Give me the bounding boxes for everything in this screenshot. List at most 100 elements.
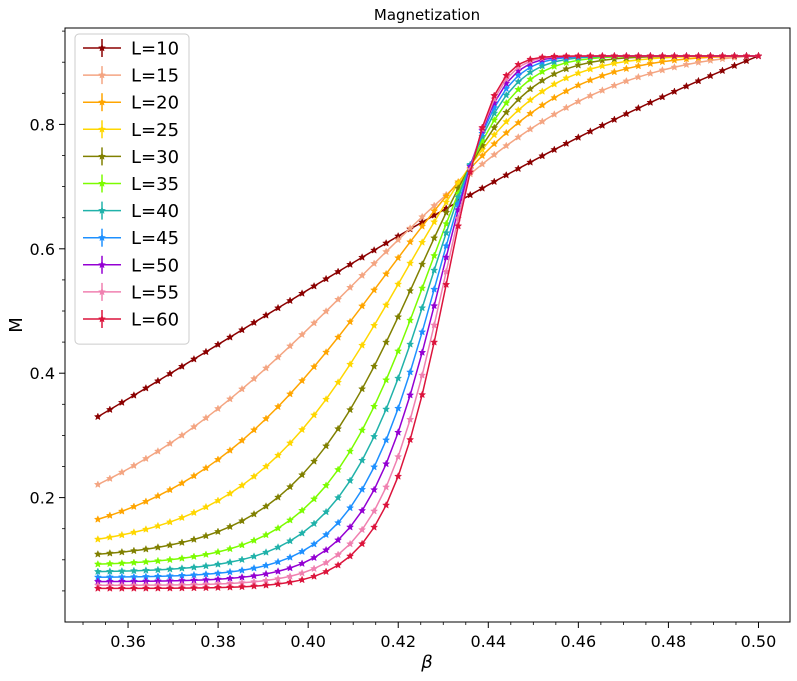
- data-point: [298, 528, 307, 537]
- legend-marker: [97, 152, 107, 160]
- legend-item: L=40: [83, 201, 179, 222]
- data-point: [153, 447, 162, 455]
- legend-item: L=10: [83, 39, 179, 60]
- data-point: [622, 64, 631, 73]
- data-point: [658, 57, 667, 66]
- data-point: [382, 300, 391, 309]
- data-point: [298, 568, 307, 577]
- data-point: [322, 395, 331, 403]
- x-tick-label: 0.46: [561, 632, 597, 651]
- data-point: [225, 394, 235, 403]
- data-point: [418, 212, 427, 221]
- data-point: [490, 150, 499, 159]
- data-point: [406, 367, 415, 376]
- data-point: [286, 341, 295, 350]
- data-point: [334, 424, 343, 433]
- data-point: [502, 108, 511, 116]
- data-point: [670, 87, 679, 96]
- data-point: [418, 303, 427, 312]
- data-point: [141, 497, 150, 505]
- data-point: [526, 109, 535, 117]
- data-point: [730, 51, 739, 60]
- data-point: [622, 76, 631, 85]
- data-point: [430, 233, 439, 242]
- data-point: [93, 535, 102, 543]
- data-point: [442, 280, 451, 288]
- data-point: [225, 489, 235, 497]
- data-point: [310, 564, 319, 573]
- data-point: [153, 491, 162, 500]
- data-point: [394, 346, 403, 355]
- data-point: [334, 550, 343, 559]
- legend-label: L=30: [131, 147, 179, 168]
- series-l-25: [93, 51, 763, 543]
- data-point: [454, 221, 463, 230]
- x-tick-label: 0.50: [741, 632, 777, 651]
- data-point: [201, 550, 211, 558]
- data-point: [286, 296, 295, 305]
- data-point: [334, 493, 343, 502]
- x-axis: 0.36 0.38 0.40 0.42 0.44 0.46 0.48 0.50: [82, 622, 777, 651]
- data-point: [562, 86, 571, 95]
- data-point: [165, 369, 174, 378]
- legend-label: L=50: [131, 255, 179, 276]
- data-point: [418, 260, 427, 268]
- data-point: [550, 62, 559, 70]
- series-line: [97, 55, 759, 578]
- data-point: [298, 289, 307, 297]
- data-point: [694, 58, 703, 66]
- data-point: [370, 246, 379, 254]
- data-point: [117, 468, 126, 476]
- data-point: [153, 521, 162, 530]
- data-point: [153, 376, 162, 385]
- series-line: [97, 55, 759, 587]
- data-point: [550, 145, 559, 154]
- data-point: [189, 552, 198, 561]
- data-point: [261, 581, 271, 589]
- data-point: [562, 64, 571, 73]
- data-point: [213, 568, 223, 577]
- data-point: [273, 493, 283, 501]
- data-point: [370, 402, 379, 410]
- data-point: [298, 425, 307, 434]
- data-point: [213, 583, 223, 592]
- data-point: [189, 563, 198, 571]
- x-tick-label: 0.38: [200, 632, 236, 651]
- data-point: [322, 348, 331, 356]
- data-point: [574, 60, 583, 69]
- data-point: [213, 340, 223, 349]
- data-point: [286, 438, 295, 447]
- legend-marker: [97, 43, 107, 52]
- data-point: [538, 52, 547, 61]
- data-point: [634, 72, 643, 81]
- data-point: [249, 509, 259, 518]
- data-point: [117, 558, 126, 567]
- data-point: [165, 583, 174, 592]
- data-point: [514, 105, 523, 114]
- data-point: [706, 71, 715, 80]
- data-point: [406, 340, 415, 348]
- data-point: [153, 543, 162, 551]
- data-point: [658, 92, 667, 101]
- series-line: [97, 55, 759, 583]
- data-point: [298, 547, 307, 556]
- x-tick-label: 0.42: [380, 632, 416, 651]
- data-point: [526, 158, 535, 166]
- data-point: [286, 553, 295, 561]
- data-point: [105, 533, 114, 541]
- data-point: [237, 540, 247, 549]
- legend-item: L=60: [83, 310, 179, 331]
- data-point: [466, 167, 475, 176]
- data-point: [237, 325, 247, 334]
- data-point: [129, 502, 138, 511]
- data-point: [682, 81, 691, 90]
- data-point: [406, 316, 415, 324]
- data-point: [310, 281, 319, 290]
- data-point: [514, 164, 523, 173]
- data-point: [249, 374, 259, 383]
- data-point: [382, 500, 391, 509]
- data-point: [322, 307, 331, 315]
- series-line: [97, 55, 759, 555]
- data-point: [201, 413, 211, 422]
- data-point: [358, 384, 367, 393]
